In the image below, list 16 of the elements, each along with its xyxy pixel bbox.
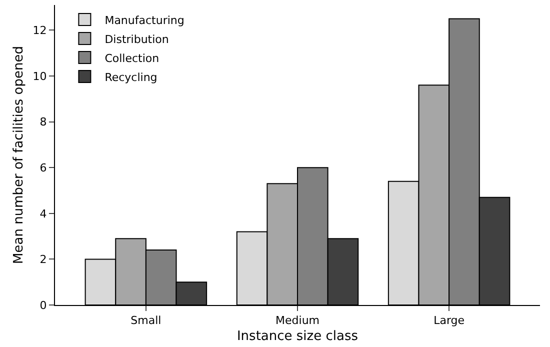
y-tick-label: 2 [40,253,47,266]
y-tick-label: 10 [32,70,47,83]
legend-label: Distribution [104,32,169,46]
y-tick-label: 6 [40,161,47,174]
y-tick-label: 12 [32,24,47,38]
y-tick-label: 0 [40,298,47,312]
x-tick-label: Medium [276,314,320,328]
y-tick-label: 8 [40,116,47,129]
legend-label: Manufacturing [104,14,184,27]
y-axis-title: Mean number of facilities opened [12,46,27,264]
x-axis-title: Instance size class [236,328,358,344]
x-tick-label: Small [130,314,162,328]
legend-label: Collection [104,52,160,65]
y-tick-label: 4 [40,207,47,220]
legend-label: Recycling [104,70,158,84]
x-tick-label: Large [434,314,465,328]
